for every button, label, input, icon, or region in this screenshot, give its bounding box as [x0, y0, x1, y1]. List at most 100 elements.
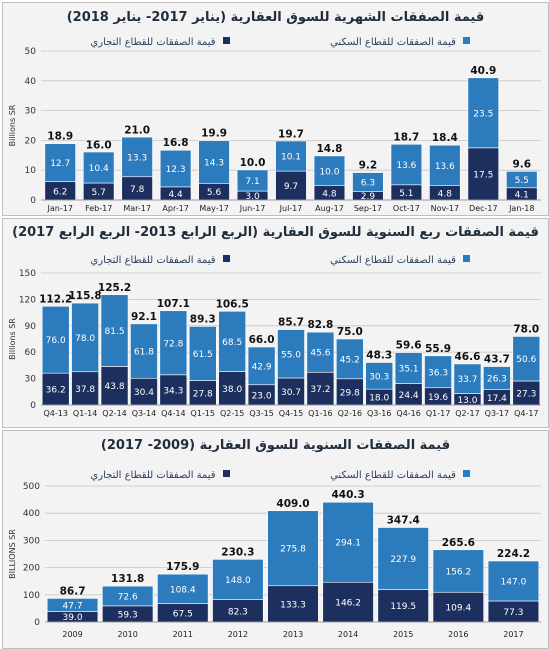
legend-label: قيمة الصفقات للقطاع السكني	[330, 37, 456, 48]
y-tick-label: 400	[23, 509, 40, 519]
monthly-chart: قيمة الصفقات الشهرية للسوق العقارية (ينا…	[8, 10, 541, 213]
x-tick-label: 2015	[393, 630, 413, 639]
commercial-value-label: 13.0	[457, 396, 477, 406]
total-value-label: 40.9	[470, 65, 496, 77]
residential-value-label: 10.0	[319, 167, 339, 177]
total-value-label: 265.6	[442, 537, 475, 549]
residential-value-label: 26.3	[487, 375, 507, 385]
legend-item: قيمة الصفقات للقطاع التجاري	[90, 255, 230, 266]
bar-group: 29.8 45.2 75.0	[335, 326, 364, 406]
y-tick-label: 0	[34, 618, 40, 628]
bar-residential	[429, 144, 461, 186]
residential-value-label: 36.3	[428, 368, 448, 378]
commercial-value-label: 2.9	[361, 192, 376, 202]
x-tick-label: May-17	[199, 204, 228, 213]
total-value-label: 125.2	[98, 282, 131, 294]
bar-commercial	[377, 589, 429, 623]
commercial-value-label: 82.3	[228, 607, 248, 617]
bar-residential	[306, 331, 335, 373]
bar-group: 2.9 6.3 9.2	[352, 160, 384, 202]
total-value-label: 115.8	[69, 290, 102, 302]
residential-value-label: 61.5	[193, 350, 213, 360]
legend-item: قيمة الصفقات للقطاع السكني	[330, 37, 470, 48]
commercial-value-label: 109.4	[445, 604, 471, 614]
commercial-value-label: 4.8	[438, 189, 453, 199]
bar-residential	[335, 338, 364, 380]
bar-residential	[487, 560, 540, 602]
commercial-value-label: 5.7	[92, 188, 106, 198]
bar-group: 27.3 50.6 78.0	[512, 323, 541, 406]
commercial-value-label: 59.3	[118, 610, 138, 620]
commercial-value-label: 37.2	[310, 385, 330, 395]
total-value-label: 131.8	[111, 573, 144, 585]
legend-swatch	[223, 255, 230, 262]
x-tick-label: Q3-17	[485, 409, 509, 418]
x-tick-label: 2016	[448, 630, 468, 639]
y-axis-label: Billions SR	[8, 104, 17, 146]
quarterly-chart-panel: قيمة الصفقات ربع السنوية للسوق العقارية …	[2, 218, 549, 428]
y-tick-label: 30	[25, 107, 37, 117]
x-tick-label: Jan-18	[508, 204, 534, 213]
residential-value-label: 275.8	[280, 545, 306, 555]
total-value-label: 43.7	[484, 354, 510, 366]
y-tick-label: 200	[23, 564, 40, 574]
residential-value-label: 45.6	[310, 349, 330, 359]
chart-title: قيمة الصفقات ربع السنوية للسوق العقارية …	[12, 225, 539, 240]
y-tick-label: 10	[25, 166, 37, 176]
residential-value-label: 72.6	[118, 592, 138, 602]
x-tick-label: Feb-17	[85, 204, 112, 213]
legend-label: قيمة الصفقات للقطاع السكني	[330, 255, 456, 266]
commercial-value-label: 24.4	[399, 391, 419, 401]
commercial-value-label: 34.3	[163, 386, 183, 396]
y-tick-label: 120	[19, 295, 36, 305]
commercial-value-label: 29.8	[340, 388, 360, 398]
x-tick-label: Q2-15	[220, 409, 244, 418]
x-tick-label: 2009	[62, 630, 82, 639]
bar-group: 23.0 42.9 66.0	[247, 334, 276, 406]
x-tick-label: Q3-16	[367, 409, 391, 418]
total-value-label: 78.0	[513, 323, 539, 335]
bar-residential	[198, 140, 230, 184]
bar-group: 5.7 10.4 16.0	[83, 139, 115, 201]
y-tick-label: 150	[19, 269, 36, 279]
legend-item: قيمة الصفقات للقطاع التجاري	[90, 470, 230, 481]
x-tick-label: Dec-17	[469, 204, 498, 213]
residential-value-label: 45.2	[340, 355, 360, 365]
bar-commercial	[218, 371, 247, 406]
commercial-value-label: 18.0	[369, 394, 389, 404]
total-value-label: 224.2	[497, 548, 530, 560]
bar-group: 4.4 12.3 16.8	[159, 137, 192, 201]
bar-residential	[512, 336, 541, 382]
residential-value-label: 76.0	[46, 336, 66, 346]
bar-residential	[365, 362, 394, 390]
bar-residential	[277, 329, 305, 379]
legend-item: قيمة الصفقات للقطاع السكني	[330, 470, 470, 481]
residential-value-label: 42.9	[252, 362, 272, 372]
residential-value-label: 294.1	[335, 539, 361, 549]
residential-value-label: 81.5	[105, 327, 125, 337]
bar-group: 133.3 275.8 409.0	[267, 498, 319, 623]
total-value-label: 16.0	[86, 139, 112, 151]
bar-residential	[275, 140, 307, 172]
bar-group: 30.4 61.8 92.1	[130, 311, 158, 406]
bar-residential	[121, 136, 153, 178]
total-value-label: 106.5	[216, 298, 249, 310]
y-tick-label: 90	[25, 322, 37, 332]
bar-group: 4.8 10.0 14.8	[313, 143, 346, 201]
commercial-value-label: 7.8	[130, 185, 145, 195]
bar-residential	[313, 155, 346, 186]
x-tick-label: Q4-14	[161, 409, 185, 418]
total-value-label: 66.0	[249, 334, 275, 346]
bar-residential	[322, 501, 374, 583]
x-tick-label: 2014	[338, 630, 358, 639]
total-value-label: 21.0	[124, 124, 150, 136]
commercial-value-label: 3.0	[245, 192, 260, 202]
total-value-label: 18.4	[432, 132, 458, 144]
bar-commercial	[322, 581, 374, 623]
total-value-label: 59.6	[396, 340, 422, 352]
total-value-label: 19.9	[201, 128, 227, 140]
bar-commercial	[512, 380, 541, 406]
total-value-label: 230.3	[221, 546, 254, 558]
residential-value-label: 12.7	[50, 159, 70, 169]
total-value-label: 48.3	[366, 349, 392, 361]
